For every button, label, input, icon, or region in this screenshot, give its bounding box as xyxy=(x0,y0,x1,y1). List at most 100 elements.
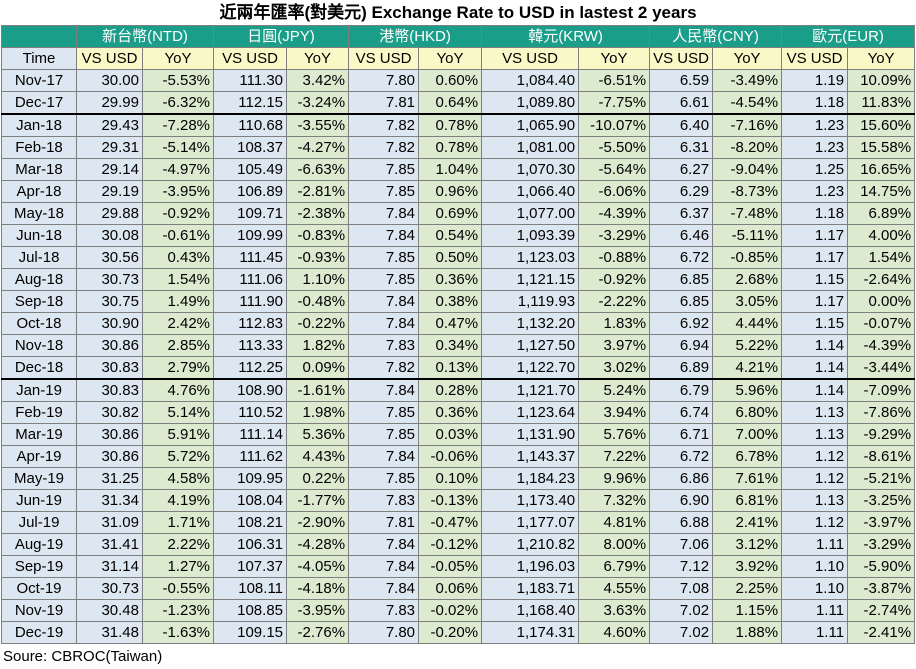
yoy-cell: -4.05% xyxy=(286,555,350,578)
yoy-cell: -0.20% xyxy=(418,621,483,644)
yoy-cell: 0.69% xyxy=(418,202,483,225)
currency-header-row: 新台幣(NTD) 日圓(JPY) 港幣(HKD) 韓元(KRW) 人民幣(CNY… xyxy=(1,25,916,48)
yoy-cell: 4.43% xyxy=(286,445,350,468)
yoy-cell: -5.53% xyxy=(141,69,215,92)
vs-usd-cell: 110.52 xyxy=(213,401,288,424)
vs-usd-header: VS USD xyxy=(348,47,420,70)
time-cell: Mar-19 xyxy=(1,423,77,446)
yoy-cell: 1.54% xyxy=(141,268,215,291)
time-cell: Nov-17 xyxy=(1,69,77,92)
yoy-cell: 7.61% xyxy=(712,467,783,490)
vs-usd-cell: 1,196.03 xyxy=(481,555,580,578)
vs-usd-cell: 1.23 xyxy=(781,136,849,159)
time-cell: Oct-19 xyxy=(1,577,77,600)
time-cell: Aug-18 xyxy=(1,268,77,291)
yoy-cell: 0.28% xyxy=(418,378,483,402)
vs-usd-cell: 6.86 xyxy=(649,467,714,490)
table-row: Dec-17 29.99 -6.32% 112.15 -3.24% 7.81 0.64% 1,… xyxy=(1,91,916,115)
yoy-cell: 1.49% xyxy=(141,290,215,313)
vs-usd-cell: 1.13 xyxy=(781,423,849,446)
yoy-cell: 14.75% xyxy=(847,180,916,203)
time-cell: Jan-18 xyxy=(1,113,77,137)
yoy-cell: 0.47% xyxy=(418,312,483,335)
table-row: Oct-18 30.90 2.42% 112.83 -0.22% 7.84 0.47% 1,1… xyxy=(1,312,916,335)
yoy-cell: -2.76% xyxy=(286,621,350,644)
yoy-cell: 1.54% xyxy=(847,246,916,269)
vs-usd-cell: 7.85 xyxy=(348,423,420,446)
vs-usd-cell: 1.11 xyxy=(781,621,849,644)
yoy-cell: -2.81% xyxy=(286,180,350,203)
currency-header-cny: 人民幣(CNY) xyxy=(649,25,783,48)
yoy-cell: -0.92% xyxy=(141,202,215,225)
vs-usd-cell: 6.27 xyxy=(649,158,714,181)
yoy-cell: -3.44% xyxy=(847,356,916,380)
table-row: Mar-19 30.86 5.91% 111.14 5.36% 7.85 0.03% 1,13… xyxy=(1,423,916,446)
yoy-cell: 4.19% xyxy=(141,489,215,512)
vs-usd-cell: 106.31 xyxy=(213,533,288,556)
yoy-cell: -0.06% xyxy=(418,445,483,468)
yoy-cell: -4.39% xyxy=(578,202,651,225)
vs-usd-cell: 7.85 xyxy=(348,268,420,291)
vs-usd-cell: 1,093.39 xyxy=(481,224,580,247)
yoy-cell: -2.38% xyxy=(286,202,350,225)
vs-usd-cell: 1.11 xyxy=(781,533,849,556)
yoy-cell: -0.12% xyxy=(418,533,483,556)
table-row: Jul-19 31.09 1.71% 108.21 -2.90% 7.81 -0.47% 1,… xyxy=(1,511,916,534)
yoy-cell: -0.48% xyxy=(286,290,350,313)
currency-header-jpy: 日圓(JPY) xyxy=(213,25,350,48)
vs-usd-cell: 107.37 xyxy=(213,555,288,578)
column-header-row: Time VS USD YoY VS USD YoY VS USD YoY VS… xyxy=(1,47,916,70)
yoy-cell: 0.78% xyxy=(418,136,483,159)
table-row: Nov-18 30.86 2.85% 113.33 1.82% 7.83 0.34% 1,12… xyxy=(1,334,916,357)
vs-usd-cell: 109.15 xyxy=(213,621,288,644)
yoy-cell: -0.88% xyxy=(578,246,651,269)
vs-usd-cell: 1,077.00 xyxy=(481,202,580,225)
vs-usd-cell: 7.08 xyxy=(649,577,714,600)
yoy-cell: 0.10% xyxy=(418,467,483,490)
vs-usd-cell: 108.85 xyxy=(213,599,288,622)
vs-usd-cell: 6.92 xyxy=(649,312,714,335)
vs-usd-cell: 108.90 xyxy=(213,378,288,402)
vs-usd-cell: 1,066.40 xyxy=(481,180,580,203)
vs-usd-cell: 105.49 xyxy=(213,158,288,181)
yoy-cell: 3.42% xyxy=(286,69,350,92)
yoy-cell: 0.78% xyxy=(418,113,483,137)
yoy-cell: -3.55% xyxy=(286,113,350,137)
vs-usd-cell: 31.14 xyxy=(76,555,143,578)
yoy-cell: 2.25% xyxy=(712,577,783,600)
vs-usd-cell: 1.12 xyxy=(781,467,849,490)
header-corner xyxy=(1,25,77,48)
yoy-cell: 6.89% xyxy=(847,202,916,225)
yoy-cell: 3.12% xyxy=(712,533,783,556)
yoy-cell: 6.78% xyxy=(712,445,783,468)
yoy-cell: 1.83% xyxy=(578,312,651,335)
vs-usd-cell: 6.90 xyxy=(649,489,714,512)
yoy-cell: 0.34% xyxy=(418,334,483,357)
yoy-cell: 2.79% xyxy=(141,356,215,380)
vs-usd-cell: 1.15 xyxy=(781,268,849,291)
vs-usd-header: VS USD xyxy=(649,47,714,70)
vs-usd-cell: 111.30 xyxy=(213,69,288,92)
yoy-cell: 0.54% xyxy=(418,224,483,247)
yoy-cell: -8.73% xyxy=(712,180,783,203)
vs-usd-cell: 30.90 xyxy=(76,312,143,335)
yoy-cell: -0.07% xyxy=(847,312,916,335)
yoy-cell: -0.22% xyxy=(286,312,350,335)
vs-usd-cell: 7.12 xyxy=(649,555,714,578)
yoy-cell: -4.27% xyxy=(286,136,350,159)
yoy-cell: 0.36% xyxy=(418,268,483,291)
yoy-cell: -2.64% xyxy=(847,268,916,291)
yoy-cell: -5.90% xyxy=(847,555,916,578)
vs-usd-cell: 112.25 xyxy=(213,356,288,380)
vs-usd-cell: 7.85 xyxy=(348,158,420,181)
yoy-cell: 0.03% xyxy=(418,423,483,446)
yoy-cell: -0.47% xyxy=(418,511,483,534)
yoy-cell: -2.41% xyxy=(847,621,916,644)
time-cell: Feb-18 xyxy=(1,136,77,159)
yoy-cell: 3.02% xyxy=(578,356,651,380)
vs-usd-header: VS USD xyxy=(781,47,849,70)
vs-usd-cell: 6.88 xyxy=(649,511,714,534)
vs-usd-cell: 31.34 xyxy=(76,489,143,512)
yoy-cell: -3.97% xyxy=(847,511,916,534)
yoy-cell: 0.64% xyxy=(418,91,483,115)
